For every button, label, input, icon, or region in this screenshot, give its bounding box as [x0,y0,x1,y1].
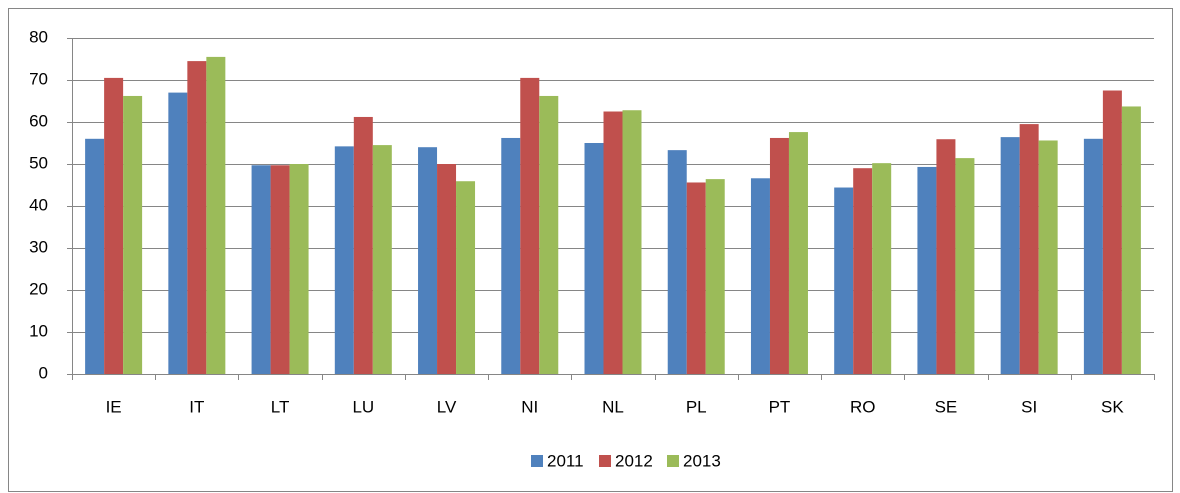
bar [1102,90,1122,374]
y-tick-label: 30 [29,237,48,256]
x-tick-label: SE [935,397,958,416]
x-tick-label: NL [602,397,624,416]
bar [334,146,354,374]
bar [936,139,956,374]
x-tick-label: LU [352,397,374,416]
y-tick-label: 50 [29,153,48,172]
x-tick-label: NI [521,397,538,416]
x-tick-label: LT [271,397,290,416]
bar [1038,140,1058,374]
bar [187,61,207,374]
x-tick-label: SK [1101,397,1124,416]
x-tick-label: PL [686,397,707,416]
x-tick-label: RO [850,397,876,416]
legend-swatch [599,455,611,467]
bar [520,77,540,375]
bar [667,150,687,374]
bar [872,163,892,374]
y-tick-label: 10 [29,321,48,340]
legend-label: 2013 [683,451,721,470]
y-tick-label: 80 [29,27,48,46]
legend-label: 2011 [547,451,584,470]
bar [788,132,808,374]
bar [853,168,873,374]
bar [686,182,706,374]
y-tick-label: 20 [29,279,48,298]
bar [85,138,105,374]
legend-swatch [531,455,543,467]
bar [206,56,226,375]
bar [289,164,309,374]
bar [955,158,975,374]
y-tick-label: 60 [29,111,48,130]
bar [705,179,725,374]
bar [104,77,124,375]
legend-swatch [667,455,679,467]
bar [1019,124,1039,374]
bar [353,116,373,375]
bar [1121,106,1141,375]
bar [769,137,789,374]
y-tick-label: 0 [39,363,48,382]
legend-label: 2012 [615,451,653,470]
bar [251,165,271,374]
x-tick-label: IE [106,397,122,416]
bar [539,95,559,375]
bar [834,187,854,374]
bar [123,95,143,375]
bar [1083,138,1103,374]
bar [584,143,604,374]
bar [501,137,521,374]
y-tick-label: 70 [29,69,48,88]
bar [418,147,438,374]
x-tick-label: SI [1021,397,1037,416]
bar [372,145,392,374]
x-tick-label: LV [437,397,457,416]
bar [750,178,770,374]
x-tick-label: PT [769,397,791,416]
bar [456,181,476,374]
x-tick-label: IT [189,397,204,416]
bar [270,165,290,374]
bar [603,111,623,374]
bar [1000,137,1020,374]
bar [622,110,642,375]
bar [168,92,188,374]
bar [917,166,937,374]
y-tick-label: 40 [29,195,48,214]
bar [437,164,457,374]
